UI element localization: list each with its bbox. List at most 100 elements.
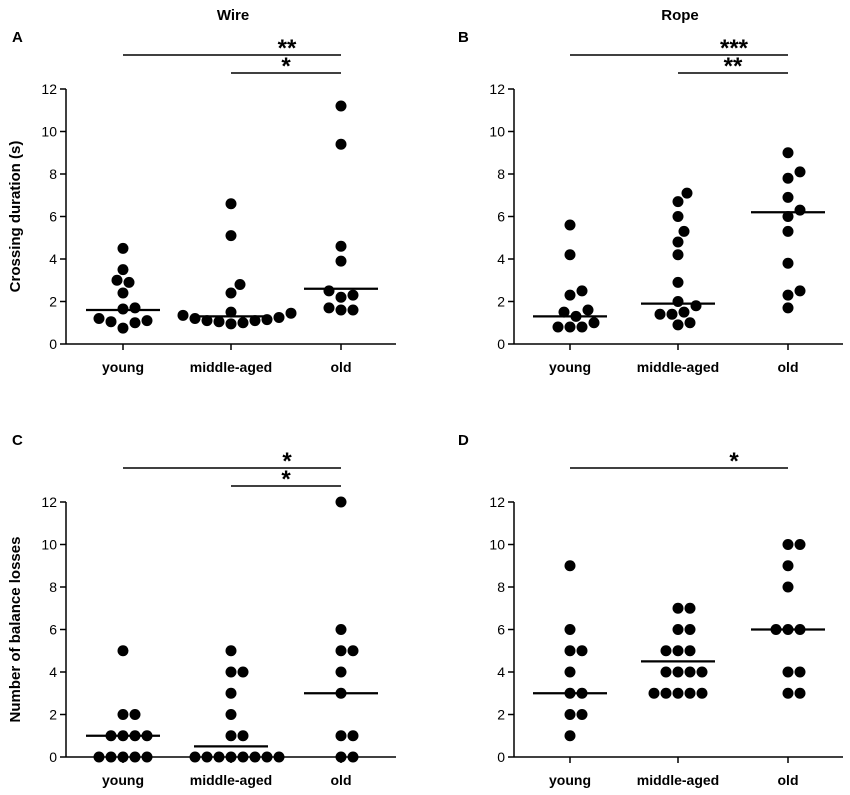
data-point-young	[564, 219, 576, 231]
data-point-young	[105, 751, 117, 763]
data-point-young	[117, 242, 129, 254]
y-tick-label: 0	[497, 336, 505, 352]
data-point-middle-aged	[696, 687, 708, 699]
data-point-middle-aged	[660, 645, 672, 657]
data-point-young	[576, 645, 588, 657]
data-point-middle-aged	[672, 319, 684, 331]
data-point-middle-aged	[237, 751, 249, 763]
significance-stars: *	[282, 448, 292, 475]
data-point-old	[782, 687, 794, 699]
column-title-rope: Rope	[661, 7, 699, 24]
data-point-middle-aged	[261, 751, 273, 763]
data-point-old	[347, 645, 359, 657]
x-category-label-middle-aged: middle-aged	[190, 772, 272, 788]
data-point-young	[129, 709, 141, 720]
significance-stars: *	[281, 53, 291, 80]
y-tick-label: 6	[49, 622, 57, 638]
y-tick-label: 0	[497, 749, 505, 765]
data-point-old	[794, 204, 806, 216]
data-point-young	[576, 709, 588, 720]
significance-stars: **	[278, 35, 297, 62]
data-point-middle-aged	[225, 318, 237, 330]
data-point-old	[335, 666, 347, 678]
data-point-middle-aged	[273, 751, 285, 763]
significance-stars: ***	[720, 35, 749, 62]
data-point-old	[794, 666, 806, 678]
data-point-middle-aged	[213, 751, 225, 763]
data-point-young	[105, 316, 117, 328]
y-tick-label: 2	[497, 294, 505, 310]
data-point-young	[552, 321, 564, 333]
data-point-old	[794, 687, 806, 699]
panel-d: D 0 2 4 6 8 10 12 young middle-aged old *	[458, 432, 843, 788]
data-point-young	[564, 249, 576, 261]
panels: A 0 2 4 6 8 10 12 young middle-aged old Crossing du…	[7, 29, 843, 788]
data-point-middle-aged	[201, 315, 213, 327]
x-category-label-middle-aged: middle-aged	[637, 359, 719, 375]
data-point-young	[123, 276, 135, 288]
panel-letter: D	[458, 432, 469, 449]
data-point-old	[782, 302, 794, 314]
panel-letter: A	[12, 29, 23, 46]
data-point-middle-aged	[660, 666, 672, 678]
data-point-young	[117, 645, 129, 657]
data-point-middle-aged	[684, 645, 696, 657]
data-point-middle-aged	[678, 306, 690, 318]
data-point-middle-aged	[684, 624, 696, 635]
data-point-young	[564, 709, 576, 720]
data-point-middle-aged	[225, 198, 237, 210]
x-category-label-young: young	[102, 359, 144, 375]
data-point-middle-aged	[684, 687, 696, 699]
y-tick-label: 2	[49, 707, 57, 723]
significance-stars: *	[281, 466, 291, 493]
y-tick-label: 12	[489, 81, 505, 97]
data-point-young	[564, 645, 576, 657]
data-point-young	[111, 274, 123, 286]
data-point-old	[794, 285, 806, 297]
data-point-young	[141, 751, 153, 763]
x-category-label-young: young	[549, 359, 591, 375]
y-axis-label: Number of balance losses	[7, 537, 24, 723]
data-point-middle-aged	[201, 751, 213, 763]
data-point-middle-aged	[672, 236, 684, 248]
data-point-middle-aged	[672, 276, 684, 288]
data-point-middle-aged	[672, 211, 684, 222]
data-point-young	[93, 751, 105, 763]
data-point-young	[564, 730, 576, 742]
data-point-old	[335, 291, 347, 303]
y-tick-label: 8	[497, 166, 505, 182]
data-point-young	[141, 315, 153, 327]
data-point-middle-aged	[696, 666, 708, 678]
data-point-old	[347, 304, 359, 316]
data-point-old	[782, 172, 794, 184]
data-point-middle-aged	[249, 751, 261, 763]
data-point-young	[564, 321, 576, 333]
data-point-young	[93, 313, 105, 324]
x-category-label-middle-aged: middle-aged	[637, 772, 719, 788]
data-point-middle-aged	[285, 307, 297, 319]
data-point-middle-aged	[684, 666, 696, 678]
x-category-label-old: old	[331, 772, 352, 788]
data-point-young	[564, 560, 576, 572]
data-point-old	[347, 751, 359, 763]
data-point-middle-aged	[234, 279, 246, 290]
data-point-young	[129, 302, 141, 314]
y-tick-label: 12	[41, 81, 57, 97]
data-point-middle-aged	[678, 225, 690, 237]
y-tick-label: 10	[41, 124, 57, 140]
column-title-wire: Wire	[217, 7, 249, 24]
data-point-old	[335, 751, 347, 763]
data-point-middle-aged	[648, 687, 660, 699]
y-tick-label: 6	[49, 209, 57, 225]
panel-letter: B	[458, 29, 469, 46]
data-point-old	[782, 581, 794, 593]
y-tick-label: 4	[497, 664, 505, 680]
data-point-old	[782, 666, 794, 678]
y-axis-label: Crossing duration (s)	[7, 141, 24, 293]
x-category-label-middle-aged: middle-aged	[190, 359, 272, 375]
data-point-middle-aged	[225, 287, 237, 299]
x-category-label-old: old	[331, 359, 352, 375]
data-point-old	[335, 100, 347, 112]
data-point-middle-aged	[690, 300, 702, 312]
data-point-middle-aged	[237, 317, 249, 329]
